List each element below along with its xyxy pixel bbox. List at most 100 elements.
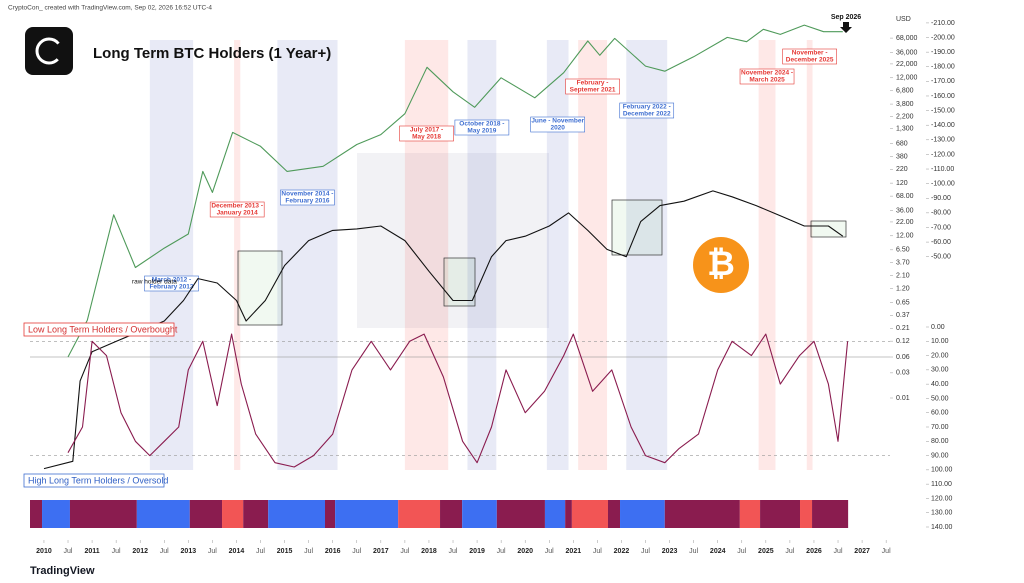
period-label: December 2025 bbox=[786, 57, 834, 64]
strip-segment bbox=[462, 500, 497, 528]
x-tick-label: 2023 bbox=[662, 548, 678, 555]
y-tick-label: 120 bbox=[896, 180, 908, 187]
strip-segment bbox=[42, 500, 70, 528]
period-label: June - November bbox=[531, 118, 584, 125]
osc-tick-label: 110.00 bbox=[931, 481, 952, 488]
y-tick-label: 6.50 bbox=[896, 247, 910, 254]
period-label-box bbox=[399, 125, 454, 142]
logo-mark bbox=[35, 37, 63, 65]
period-label: May 2019 bbox=[467, 128, 496, 135]
footer: TradingView bbox=[30, 565, 95, 577]
overbought-label: Low Long Term Holders / Overbought bbox=[28, 324, 178, 334]
y2-tick-label: -70.00 bbox=[931, 224, 951, 231]
strip-segment bbox=[739, 500, 761, 528]
x-tick-label: Jul bbox=[352, 548, 361, 555]
y2-tick-label: -110.00 bbox=[931, 166, 954, 173]
x-tick-label: Jul bbox=[256, 548, 265, 555]
y2-tick-label: -150.00 bbox=[931, 107, 955, 114]
strip-segment bbox=[440, 500, 463, 528]
strip-segment bbox=[189, 500, 223, 528]
x-tick-label: 2011 bbox=[84, 548, 99, 555]
period-label: May 2018 bbox=[412, 134, 441, 141]
x-tick-label: Jul bbox=[449, 548, 458, 555]
x-tick-label: 2026 bbox=[806, 548, 822, 555]
period-label: January 2014 bbox=[217, 210, 259, 217]
y-tick-label: 0.37 bbox=[896, 312, 910, 319]
y2-tick-label: -80.00 bbox=[931, 210, 951, 217]
osc-tick-label: 10.00 bbox=[931, 338, 949, 345]
period-shade bbox=[546, 40, 569, 470]
osc-tick-label: 40.00 bbox=[931, 381, 949, 388]
y-tick-label: 36.00 bbox=[896, 208, 914, 215]
period-label-box bbox=[280, 189, 335, 206]
osc-tick-label: 0.00 bbox=[931, 324, 945, 331]
x-tick-label: 2012 bbox=[132, 548, 148, 555]
oscillator-line bbox=[67, 333, 849, 468]
x-tick-label: 2015 bbox=[277, 548, 293, 555]
period-label-box bbox=[144, 275, 199, 292]
highlight-box bbox=[443, 257, 476, 307]
period-label: 2020 bbox=[550, 125, 565, 132]
y2-tick-label: -100.00 bbox=[931, 180, 955, 187]
marker-arrow bbox=[840, 22, 852, 33]
y2-tick-label: -120.00 bbox=[931, 151, 955, 158]
period-label-box bbox=[782, 48, 837, 65]
strip-segment bbox=[496, 500, 545, 528]
x-tick-label: 2016 bbox=[325, 548, 341, 555]
data-layer: March 2012 -February 2013 December 2013 -… bbox=[23, 14, 955, 555]
period-shade bbox=[149, 40, 194, 470]
period-label: November 2014 - bbox=[281, 191, 333, 198]
y2-tick-label: -180.00 bbox=[931, 64, 955, 71]
x-tick-label: Jul bbox=[545, 548, 554, 555]
oversold-label: High Long Term Holders / Oversold bbox=[28, 475, 168, 485]
x-tick-label: Jul bbox=[497, 548, 506, 555]
x-tick-label: Jul bbox=[112, 548, 121, 555]
period-shade bbox=[758, 40, 776, 470]
strip-segment bbox=[243, 500, 269, 528]
y-tick-label: 2,200 bbox=[896, 113, 914, 120]
period-label: March 2012 - bbox=[152, 277, 191, 284]
period-label: March 2025 bbox=[749, 77, 785, 84]
strip-segment bbox=[812, 500, 849, 528]
x-tick-label: Jul bbox=[641, 548, 650, 555]
period-shade bbox=[806, 40, 813, 470]
period-label: December 2013 - bbox=[211, 203, 263, 210]
period-label: Septemer 2021 bbox=[570, 87, 616, 94]
strip-segment bbox=[620, 500, 665, 528]
gray-zone bbox=[357, 153, 549, 328]
y-tick-label: 3.70 bbox=[896, 260, 910, 267]
highlight-box bbox=[611, 199, 663, 256]
x-tick-label: 2020 bbox=[517, 548, 533, 555]
x-tick-label: Jul bbox=[689, 548, 698, 555]
y-tick-label: 36,000 bbox=[896, 49, 918, 56]
x-tick-label: Jul bbox=[64, 548, 73, 555]
btc-logo bbox=[693, 237, 749, 293]
chart-title: Long Term BTC Holders (1 Year+) bbox=[93, 45, 331, 62]
y-tick-label: 0.65 bbox=[896, 299, 910, 306]
y2-tick-label: -90.00 bbox=[931, 195, 951, 202]
x-tick-label: 2024 bbox=[710, 548, 726, 555]
period-label-box bbox=[619, 102, 675, 119]
y-tick-label: 680 bbox=[896, 140, 908, 147]
x-tick-label: Jul bbox=[785, 548, 794, 555]
period-shade bbox=[404, 40, 449, 470]
y-tick-label: 22.00 bbox=[896, 219, 914, 226]
label-box bbox=[23, 473, 165, 488]
period-shade bbox=[234, 40, 241, 470]
y-tick-label: 22,000 bbox=[896, 61, 918, 68]
y2-tick-label: -60.00 bbox=[931, 239, 951, 246]
btc-symbol: ₿ bbox=[707, 245, 735, 283]
y-tick-label: 0.12 bbox=[896, 338, 910, 345]
osc-tick-label: 90.00 bbox=[931, 452, 949, 459]
x-tick-label: 2010 bbox=[36, 548, 52, 555]
x-tick-label: 2027 bbox=[854, 548, 870, 555]
osc-tick-label: 60.00 bbox=[931, 410, 949, 417]
period-label-box bbox=[739, 68, 795, 85]
x-tick-label: Jul bbox=[593, 548, 602, 555]
period-label: February 2013 bbox=[149, 284, 193, 291]
x-tick-label: 2025 bbox=[758, 548, 774, 555]
strip-segment bbox=[760, 500, 801, 528]
osc-tick-label: 80.00 bbox=[931, 438, 949, 445]
y2-tick-label: -190.00 bbox=[931, 49, 955, 56]
